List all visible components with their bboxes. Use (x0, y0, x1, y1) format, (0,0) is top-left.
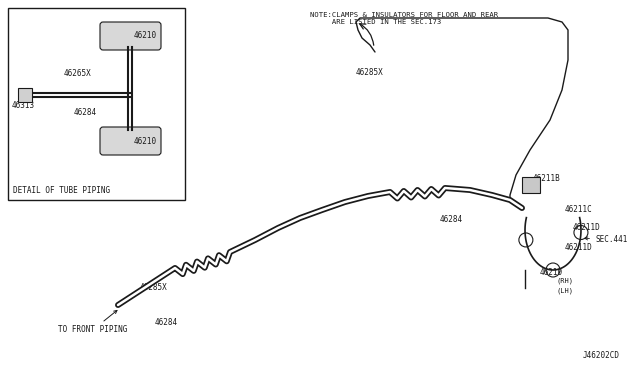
Text: 46313: 46313 (12, 100, 35, 109)
Text: 46210: 46210 (134, 32, 157, 41)
Text: NOTE:CLAMPS & INSULATORS FOR FLOOR AND REAR
     ARE LISTED IN THE SEC.173: NOTE:CLAMPS & INSULATORS FOR FLOOR AND R… (310, 12, 498, 25)
Text: 46284: 46284 (155, 318, 178, 327)
Bar (522, 177, 540, 193)
Text: 46285X: 46285X (140, 283, 168, 292)
Text: TO FRONT PIPING: TO FRONT PIPING (58, 310, 127, 334)
Text: DETAIL OF TUBE PIPING: DETAIL OF TUBE PIPING (13, 186, 110, 195)
Text: 46211C: 46211C (565, 205, 593, 215)
Text: 46265X: 46265X (64, 69, 92, 78)
Text: 46210: 46210 (540, 268, 563, 277)
Text: 46284: 46284 (440, 215, 463, 224)
Bar (18, 88, 32, 102)
Bar (8, 8, 185, 200)
Text: J46202CD: J46202CD (583, 351, 620, 360)
FancyBboxPatch shape (100, 22, 161, 50)
Text: (LH): (LH) (556, 287, 573, 294)
Text: 46211D: 46211D (573, 224, 601, 232)
Text: 46210: 46210 (134, 137, 157, 145)
Text: SEC.441: SEC.441 (585, 235, 627, 244)
Text: 46284: 46284 (74, 108, 97, 117)
Text: 46211B: 46211B (533, 174, 561, 183)
Text: 46211D: 46211D (565, 244, 593, 253)
FancyBboxPatch shape (100, 127, 161, 155)
Text: 46285X: 46285X (356, 68, 384, 77)
Text: (RH): (RH) (556, 278, 573, 285)
